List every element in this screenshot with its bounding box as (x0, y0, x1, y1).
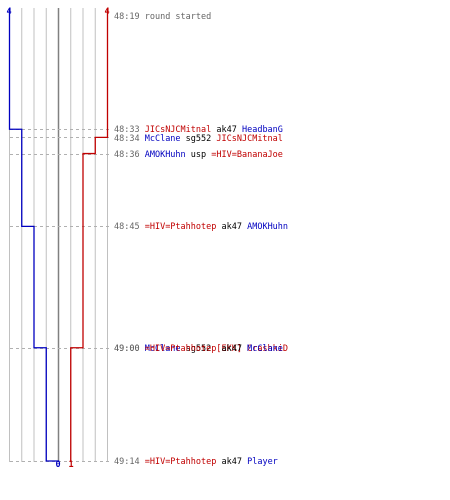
event-time: 48:34 (114, 134, 145, 144)
event-line: 48:34 McClane sg552 JICsNJCMitnal (114, 134, 283, 144)
grid-layer (9, 8, 108, 462)
event-player-blue: McClane (145, 134, 181, 144)
event-time: 48:36 (114, 150, 145, 160)
event-line: 48:33 JICsNJCMitnal ak47 HeadbanG (114, 125, 283, 135)
event-weapon: usp (186, 150, 212, 160)
event-time: 48:19 (114, 12, 145, 22)
series-layer (8, 8, 109, 462)
event-player-blue: HeadbanG (242, 125, 283, 135)
event-weapon: ak47 (216, 457, 247, 467)
event-time: 49:14 (114, 457, 145, 467)
red-team-series-line (70, 8, 109, 462)
blue-team-series-line (8, 8, 60, 462)
event-line: 48:45 =HIV=Ptahhotep ak47 AMOKHuhn (114, 222, 288, 232)
event-player-blue: Player (247, 457, 278, 467)
event-player-red: =HIV=Ptahhotep (145, 344, 217, 354)
event-time: 49:00 (114, 344, 145, 354)
event-line: 48:36 AMOKHuhn usp =HIV=BananaJoe (114, 150, 283, 160)
event-guide-layer (10, 129, 110, 462)
blue-start-score: 4 (6, 7, 11, 17)
event-player-red: =HIV=Ptahhotep (145, 222, 217, 232)
event-player-red: [EKK] CrashkiD (216, 344, 288, 354)
kill-feed: 48:19 round started 48:33 JICsNJCMitnal a… (114, 12, 288, 467)
event-time: 48:33 (114, 125, 145, 135)
event-line: 49:14 =HIV=Ptahhotep ak47 Player (114, 457, 278, 467)
event-player-red: JICsNJCMitnal (216, 134, 283, 144)
event-player-blue: McClane (145, 344, 181, 354)
event-weapon: sg552 (181, 344, 217, 354)
event-player-red: JICsNJCMitnal (145, 125, 212, 135)
event-weapon: ak47 (211, 125, 242, 135)
event-note: round started (145, 12, 212, 22)
event-weapon: ak47 (216, 344, 247, 354)
event-player-blue: AMOKHuhn (145, 150, 186, 160)
label-layer: 4 4 0 1 (6, 7, 109, 470)
red-start-score: 4 (104, 7, 109, 17)
event-weapon: ak47 (216, 222, 247, 232)
event-weapon: sg552 (181, 134, 217, 144)
event-player-blue: McClane (247, 344, 283, 354)
event-line: 49:00 =HIV=Ptahhotep ak47 McClane (114, 344, 283, 354)
event-player-blue: AMOKHuhn (247, 222, 288, 232)
event-line: 49:00 McClane sg552 [EKK] CrashkiD (114, 344, 288, 354)
event-time: 49:00 (114, 344, 145, 354)
red-end-score: 1 (68, 460, 73, 470)
event-line: 48:19 round started (114, 12, 211, 22)
blue-end-score: 0 (55, 460, 60, 470)
event-time: 48:45 (114, 222, 145, 232)
event-player-red: =HIV=BananaJoe (211, 150, 283, 160)
event-player-red: =HIV=Ptahhotep (145, 457, 217, 467)
